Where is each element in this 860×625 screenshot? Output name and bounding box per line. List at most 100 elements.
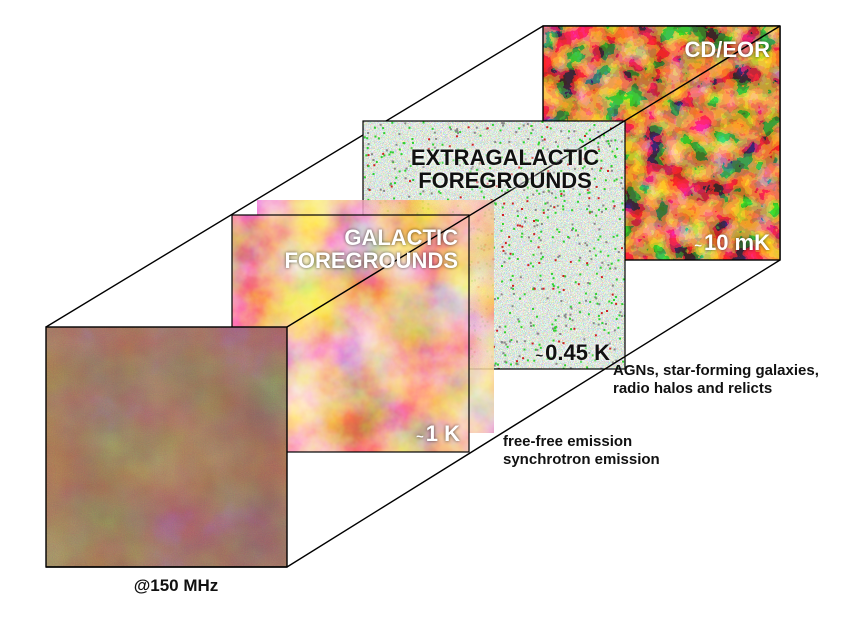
point-source [580, 139, 583, 142]
point-source [556, 204, 559, 207]
point-source [551, 192, 553, 195]
point-source [541, 287, 543, 290]
point-source [504, 191, 507, 194]
point-source [595, 272, 598, 275]
point-source [608, 300, 611, 303]
point-source [597, 238, 600, 241]
point-source [382, 152, 385, 155]
point-source [435, 185, 438, 188]
point-source [393, 197, 396, 200]
point-source [562, 289, 565, 291]
point-source [558, 231, 561, 233]
extragalactic-temperature: ~0.45 K [500, 341, 610, 367]
point-source [505, 361, 508, 364]
point-source [609, 347, 612, 350]
point-source [552, 285, 555, 287]
point-source [428, 138, 431, 141]
point-source [565, 324, 568, 327]
point-source [516, 363, 519, 366]
point-source [368, 188, 371, 191]
point-source [444, 181, 447, 184]
point-source [517, 318, 520, 321]
tilde-symbol: ~ [694, 238, 702, 253]
point-source [539, 239, 542, 242]
point-source [556, 228, 559, 231]
point-source [367, 132, 370, 134]
point-source [558, 254, 561, 257]
point-source [610, 139, 613, 142]
point-source [379, 188, 382, 191]
point-source [597, 146, 600, 148]
point-source [618, 314, 621, 317]
point-source [617, 251, 620, 254]
point-source [542, 211, 545, 214]
point-source [562, 205, 565, 208]
point-source [583, 160, 586, 163]
point-source [569, 367, 572, 369]
point-source [519, 276, 522, 279]
point-source [393, 167, 396, 170]
point-source [367, 154, 370, 157]
point-source [560, 170, 563, 173]
point-source [538, 141, 541, 144]
point-source [568, 130, 571, 133]
point-source [416, 164, 419, 167]
point-source [552, 327, 554, 330]
point-source [439, 192, 442, 195]
point-source [581, 141, 584, 143]
point-source [536, 224, 539, 227]
point-source [579, 256, 582, 259]
point-source [610, 302, 613, 304]
point-source [615, 178, 618, 181]
point-source [611, 293, 614, 296]
point-source [405, 167, 408, 170]
point-source [519, 224, 522, 227]
point-source [587, 204, 590, 207]
point-source [526, 359, 529, 362]
point-source [553, 206, 556, 209]
point-source [605, 207, 607, 210]
point-source [563, 199, 566, 202]
point-source [586, 366, 589, 369]
galactic-title-line1: GALACTIC [344, 225, 458, 250]
point-source [539, 274, 542, 277]
point-source [621, 202, 624, 205]
point-source [500, 229, 503, 232]
point-source [433, 146, 436, 149]
point-source [597, 314, 600, 317]
point-source [520, 326, 523, 329]
point-source [554, 211, 557, 214]
point-source [476, 181, 479, 184]
point-source [620, 140, 623, 143]
tilde-symbol: ~ [416, 429, 424, 444]
point-source [533, 359, 536, 362]
point-source [509, 311, 511, 314]
point-source [574, 281, 577, 284]
point-source [607, 264, 610, 267]
point-source [511, 274, 514, 277]
point-source [531, 156, 534, 159]
point-source [588, 129, 591, 132]
point-source [380, 156, 383, 159]
point-source [538, 149, 541, 151]
point-source [569, 260, 572, 263]
point-source [615, 278, 618, 281]
point-source [620, 176, 623, 179]
point-source [612, 207, 615, 210]
point-source [500, 179, 503, 182]
point-source [532, 307, 534, 310]
point-source [579, 273, 582, 276]
point-source [515, 362, 518, 365]
point-source [540, 252, 543, 255]
point-source [547, 208, 550, 211]
point-source [583, 338, 586, 341]
point-source [548, 150, 551, 153]
point-source [485, 154, 488, 157]
point-source [607, 140, 610, 143]
cd-eor-title: CD/EOR [684, 37, 770, 62]
point-source [508, 236, 511, 238]
point-source [586, 263, 589, 266]
point-source [489, 178, 492, 181]
point-source [568, 159, 570, 162]
point-source [616, 147, 619, 150]
